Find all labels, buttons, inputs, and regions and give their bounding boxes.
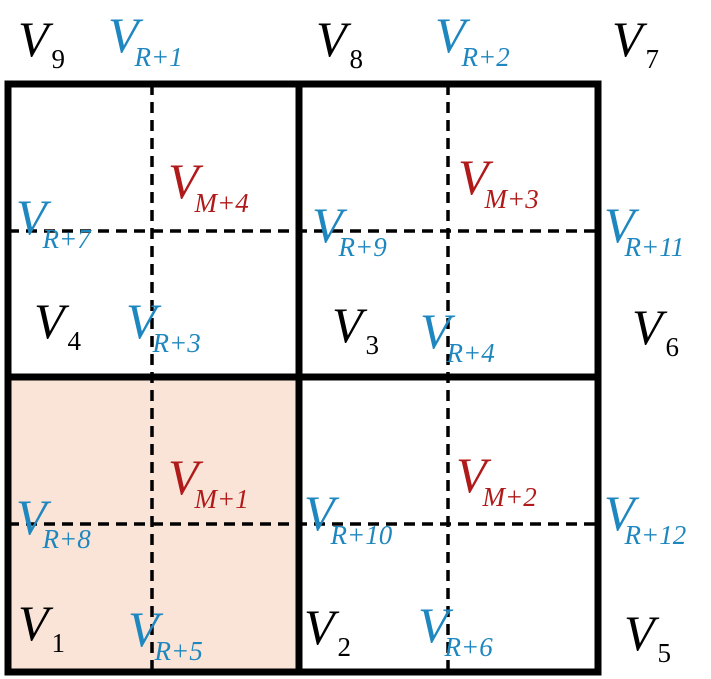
label-vr8-sub: R+8 [42,524,91,554]
label-vr11-main: V [604,197,635,253]
label-vm4-sub: M+4 [194,188,249,218]
label-vr5-main: V [128,601,159,657]
label-vr6-main: V [418,597,449,653]
label-vr1-sub: R+1 [134,42,183,72]
label-vr8-main: V [16,489,47,545]
label-v8-sub: 8 [349,44,364,74]
label-vr5: VR+5 [128,601,207,665]
label-vr3-main: V [126,293,157,349]
label-vr6: VR+6 [418,597,497,661]
solid-element-borders [4,80,602,676]
label-v9-main: V [18,11,49,67]
label-vm4: VM+4 [168,153,253,217]
label-v5-main: V [624,605,655,661]
label-vr9: VR+9 [312,197,391,261]
label-vr12-main: V [604,485,635,541]
label-vr7-main: V [16,189,47,245]
label-vm3-sub: M+3 [484,184,539,214]
label-vr9-sub: R+9 [338,232,387,262]
label-vm1-sub: M+1 [194,484,249,514]
label-vr4-sub: R+4 [446,338,495,368]
label-vr3: VR+3 [126,293,205,357]
label-vm3: VM+3 [458,149,543,213]
label-v9-sub: 9 [51,44,66,74]
label-vr12: VR+12 [604,485,696,549]
label-vr10-sub: R+10 [330,520,393,550]
label-vr9-main: V [312,197,343,253]
label-vr5-sub: R+5 [154,636,203,666]
label-vr2-sub: R+2 [461,42,510,72]
label-vm2-main: V [456,447,487,503]
label-v7-sub: 7 [645,44,660,74]
label-vm3-main: V [458,149,489,205]
label-vm2: VM+2 [456,447,541,511]
label-vr3-sub: R+3 [152,328,201,358]
label-v6-main: V [632,299,663,355]
label-v3-main: V [332,297,363,353]
label-v1-main: V [18,595,49,651]
label-v4-main: V [34,293,65,349]
label-v4-sub: 4 [67,326,82,356]
label-vr7: VR+7 [16,189,95,253]
label-v2-sub: 2 [337,632,352,662]
label-vr10: VR+10 [304,485,396,549]
label-vm1: VM+1 [168,449,253,513]
label-v5-sub: 5 [657,638,672,668]
label-vr7-sub: R+7 [42,224,91,254]
label-vr10-main: V [304,485,335,541]
label-vr2: VR+2 [435,7,514,71]
label-vm1-main: V [168,449,199,505]
label-vr2-main: V [435,7,466,63]
label-vr1-main: V [108,7,139,63]
label-vr4: VR+4 [420,303,499,367]
label-v3-sub: 3 [365,330,380,360]
label-vr12-sub: R+12 [624,520,687,550]
label-vm4-main: V [168,153,199,209]
label-vr6-sub: R+6 [444,632,493,662]
label-vr11-sub: R+11 [624,232,685,262]
label-v8-main: V [316,11,347,67]
label-vr4-main: V [420,303,451,359]
label-v1-sub: 1 [51,628,66,658]
label-vm2-sub: M+2 [482,482,537,512]
label-v7-main: V [612,11,643,67]
label-vr8: VR+8 [16,489,95,553]
label-v2-main: V [304,599,335,655]
label-v6-sub: 6 [665,332,680,362]
label-vr11: VR+11 [604,197,694,261]
label-vr1: VR+1 [108,7,187,71]
